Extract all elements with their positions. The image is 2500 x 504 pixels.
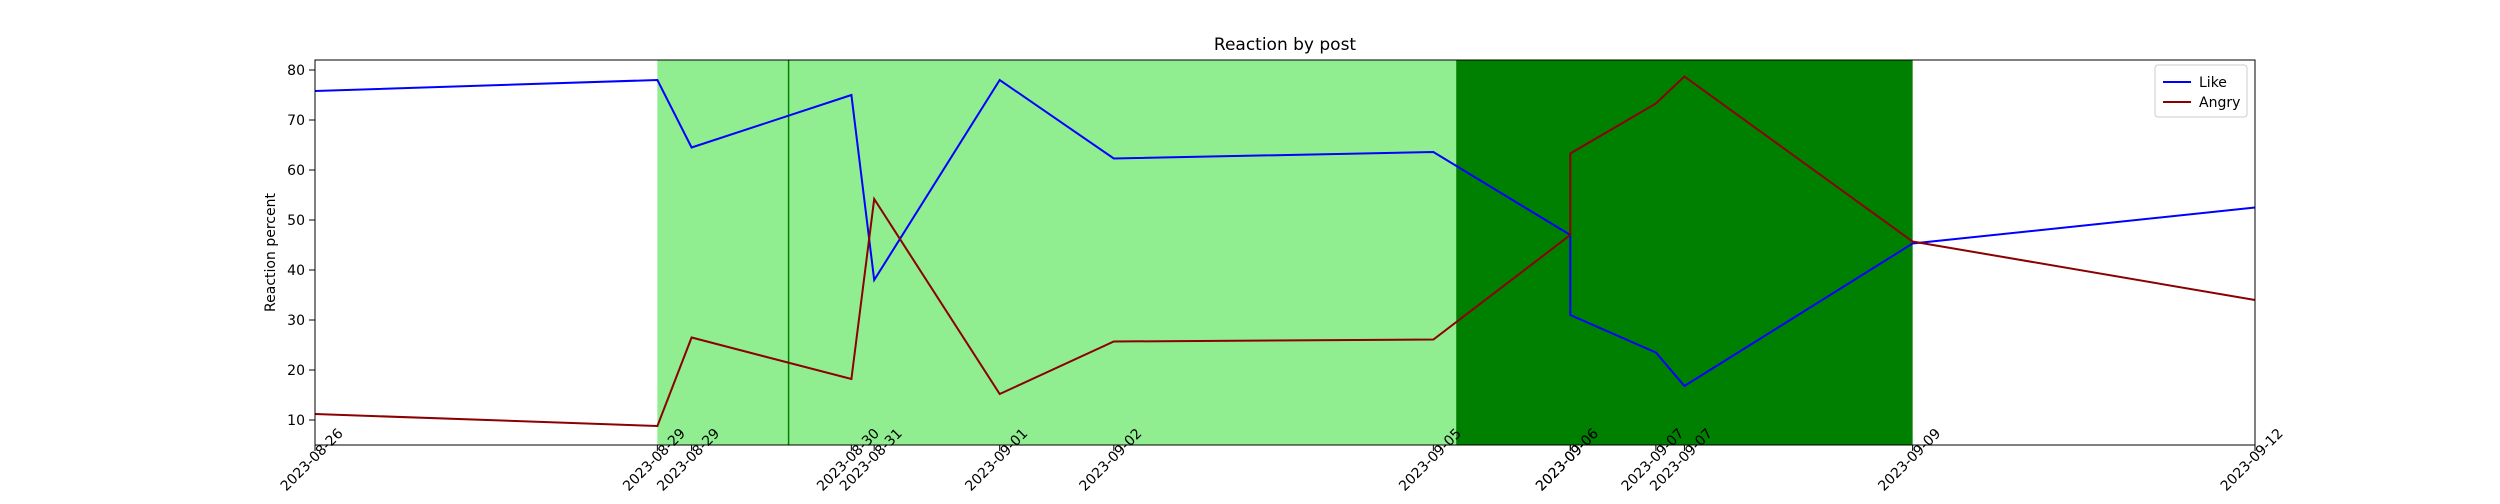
y-axis-label: Reaction percent xyxy=(263,193,279,312)
y-tick-label: 40 xyxy=(287,263,305,279)
shaded-span-2 xyxy=(1456,60,1912,445)
x-tick-label: 2023-09-12 xyxy=(2218,426,2287,495)
y-axis: 10 20 30 40 50 60 70 80 xyxy=(287,63,315,429)
y-tick-label: 60 xyxy=(287,163,305,179)
legend-label-angry: Angry xyxy=(2199,95,2240,111)
shaded-spans xyxy=(657,60,1912,445)
y-tick-label: 80 xyxy=(287,63,305,79)
y-tick-label: 50 xyxy=(287,213,305,229)
legend-label-like: Like xyxy=(2199,75,2227,91)
shaded-span-1 xyxy=(657,60,1456,445)
y-tick-label: 10 xyxy=(287,413,305,429)
chart-title: Reaction by post xyxy=(1214,35,1357,55)
legend: Like Angry xyxy=(2155,65,2247,117)
y-tick-label: 20 xyxy=(287,363,305,379)
x-tick-label: 2023-08-26 xyxy=(278,426,347,495)
y-tick-label: 30 xyxy=(287,313,305,329)
y-tick-label: 70 xyxy=(287,113,305,129)
